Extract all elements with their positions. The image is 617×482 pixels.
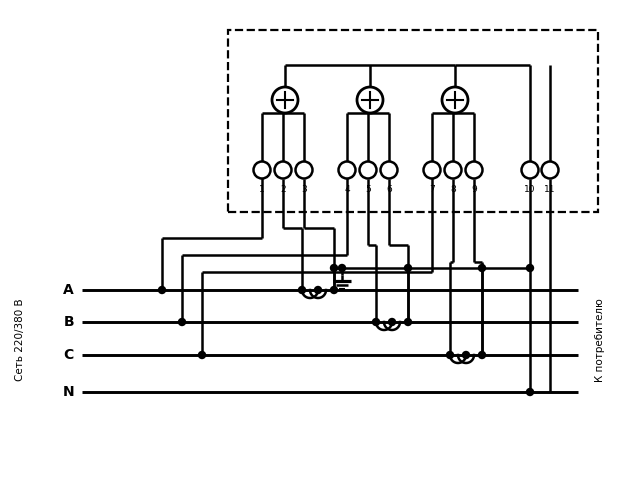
Circle shape xyxy=(296,161,312,178)
Circle shape xyxy=(526,265,534,271)
Circle shape xyxy=(315,286,321,294)
Circle shape xyxy=(373,319,379,325)
Text: 4: 4 xyxy=(344,185,350,194)
Circle shape xyxy=(405,265,412,271)
Circle shape xyxy=(405,319,412,325)
Circle shape xyxy=(360,161,376,178)
Circle shape xyxy=(275,161,291,178)
Circle shape xyxy=(423,161,441,178)
Text: 7: 7 xyxy=(429,185,435,194)
Text: 3: 3 xyxy=(301,185,307,194)
Circle shape xyxy=(254,161,270,178)
Circle shape xyxy=(299,286,305,294)
Circle shape xyxy=(159,286,165,294)
Circle shape xyxy=(444,161,462,178)
Bar xyxy=(228,30,598,212)
Text: 8: 8 xyxy=(450,185,456,194)
Circle shape xyxy=(521,161,539,178)
Text: A: A xyxy=(64,283,74,297)
Circle shape xyxy=(542,161,558,178)
Circle shape xyxy=(447,351,453,359)
Circle shape xyxy=(272,87,298,113)
Circle shape xyxy=(357,87,383,113)
Text: 1: 1 xyxy=(259,185,265,194)
Text: 11: 11 xyxy=(544,185,556,194)
Text: 5: 5 xyxy=(365,185,371,194)
Text: 2: 2 xyxy=(280,185,286,194)
Circle shape xyxy=(199,351,205,359)
Text: 6: 6 xyxy=(386,185,392,194)
Circle shape xyxy=(178,319,186,325)
Circle shape xyxy=(479,265,486,271)
Text: 9: 9 xyxy=(471,185,477,194)
Text: К потребителю: К потребителю xyxy=(595,298,605,382)
Circle shape xyxy=(339,161,355,178)
Circle shape xyxy=(465,161,482,178)
Circle shape xyxy=(526,388,534,396)
Text: C: C xyxy=(64,348,74,362)
Circle shape xyxy=(479,351,486,359)
Text: Сеть 220/380 В: Сеть 220/380 В xyxy=(15,299,25,381)
Circle shape xyxy=(339,265,346,271)
Circle shape xyxy=(463,351,470,359)
Circle shape xyxy=(331,265,337,271)
Circle shape xyxy=(442,87,468,113)
Text: B: B xyxy=(64,315,74,329)
Text: N: N xyxy=(62,385,74,399)
Circle shape xyxy=(389,319,395,325)
Text: 10: 10 xyxy=(524,185,536,194)
Circle shape xyxy=(381,161,397,178)
Circle shape xyxy=(331,286,337,294)
